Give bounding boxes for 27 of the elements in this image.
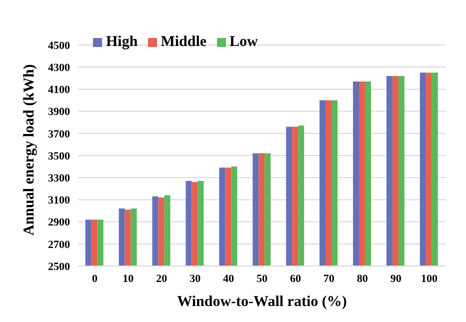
legend-label: High — [106, 34, 138, 50]
x-tick-label: 80 — [356, 272, 368, 285]
x-tick-label: 10 — [122, 272, 134, 285]
x-tick-label: 40 — [223, 272, 235, 285]
x-axis-title: Window-to-Wall ratio (%) — [177, 294, 347, 310]
y-tick-label: 4500 — [48, 40, 70, 52]
x-tick-label: 50 — [256, 272, 268, 285]
y-axis-title: Annual energy load (kWh) — [21, 64, 38, 236]
legend-label: Middle — [160, 34, 207, 50]
x-tick-label: 90 — [390, 272, 402, 285]
x-tick-label: 30 — [190, 272, 202, 285]
y-tick-label: 3900 — [48, 106, 70, 118]
y-tick-label: 4100 — [48, 84, 70, 96]
x-tick-label: 0 — [92, 272, 98, 285]
y-tick-label: 3500 — [48, 150, 70, 162]
y-tick-label: 2900 — [48, 216, 70, 229]
x-tick-label: 20 — [156, 272, 168, 285]
y-tick-label: 3700 — [48, 128, 70, 140]
y-tick-label: 3300 — [48, 172, 70, 185]
legend-label: Low — [230, 34, 258, 50]
y-tick-label: 4300 — [48, 62, 70, 74]
x-tick-label: 60 — [290, 272, 302, 285]
x-tick-label: 100 — [421, 272, 438, 285]
x-tick-label: 70 — [323, 272, 335, 285]
y-tick-label: 3100 — [48, 194, 70, 207]
y-tick-label: 2700 — [48, 238, 70, 251]
y-tick-label: 2500 — [48, 260, 70, 273]
